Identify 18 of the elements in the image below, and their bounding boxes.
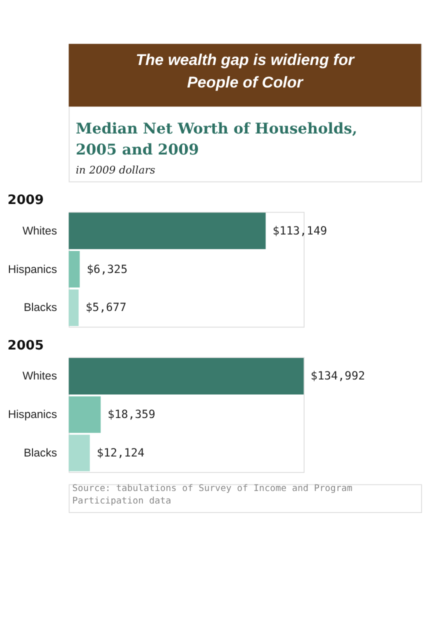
data-label: $12,124 <box>96 446 145 460</box>
text: in 2009 dollars <box>76 164 156 177</box>
data-label: $113,149 <box>272 224 328 238</box>
data-label: $6,325 <box>86 262 128 276</box>
y-tick-label: Whites <box>22 370 58 383</box>
data-label: $5,677 <box>86 301 126 314</box>
text: Median Net Worth of Households, 2005 and 2009 <box>76 120 358 158</box>
y-tick-label: Blacks <box>24 302 58 314</box>
y-tick-label: Hispanics <box>8 264 58 276</box>
y-tick-label: Whites <box>22 225 58 238</box>
data-label: $18,359 <box>108 408 156 422</box>
source-note: Source: tabulations of Survey of Income and Program Participation data <box>72 484 353 506</box>
y-tick-label: Blacks <box>24 448 58 460</box>
y-tick-label: Hispanics <box>8 409 58 422</box>
data-label: $134,992 <box>310 370 366 383</box>
text: The wealth gap is widieng for People of Color <box>136 52 356 92</box>
chart-title: 2009 <box>8 193 44 208</box>
chart-title: 2005 <box>8 338 44 354</box>
